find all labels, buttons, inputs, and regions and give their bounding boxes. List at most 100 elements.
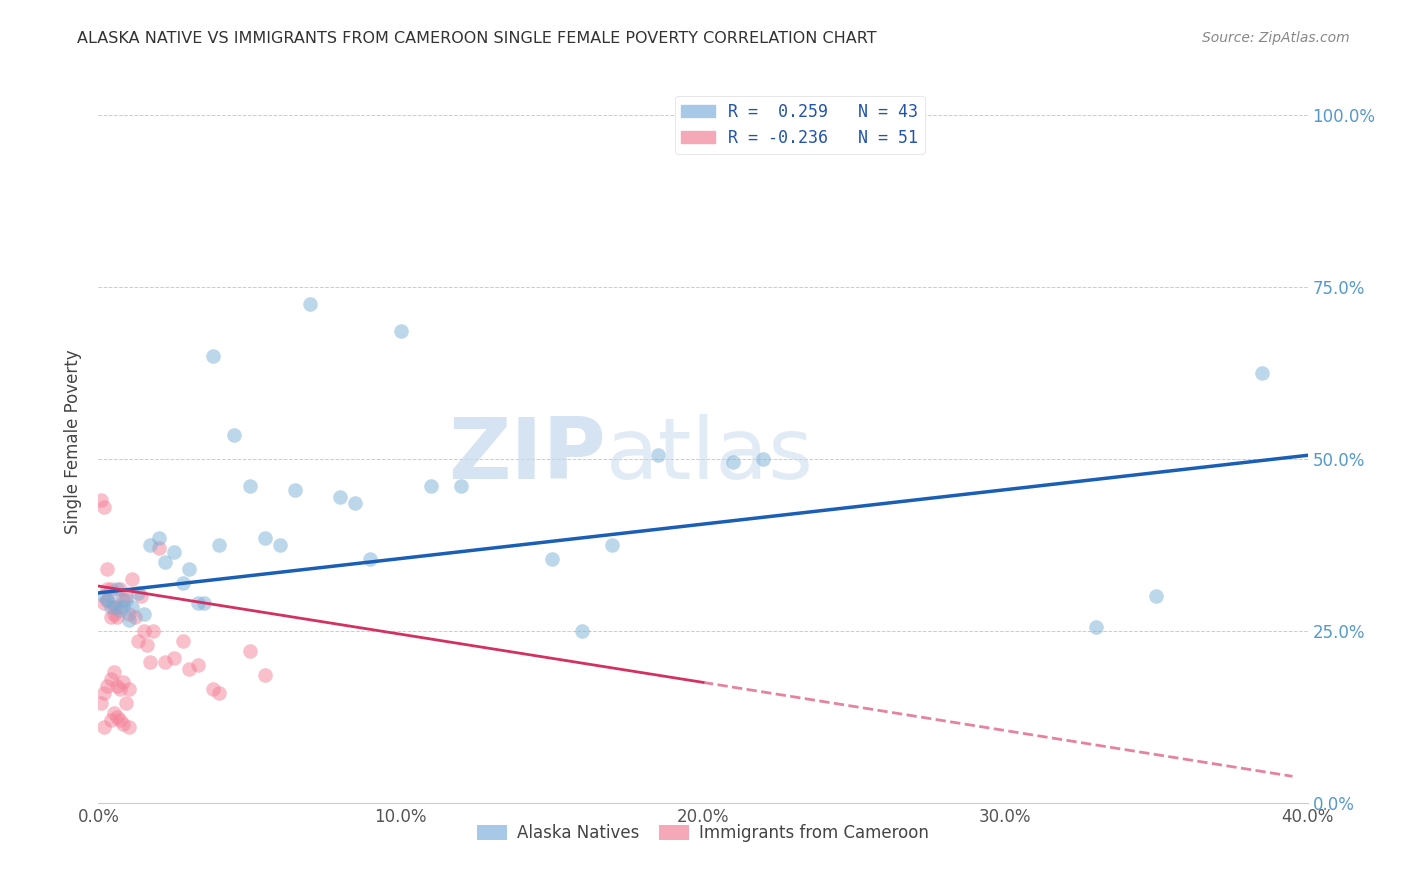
Point [121,599,143,614]
Point [111,675,134,690]
Point [96,582,118,597]
Point [90,696,112,710]
Point [96,562,118,576]
Point [148,531,170,545]
Point [329,490,352,504]
Text: Source: ZipAtlas.com: Source: ZipAtlas.com [1202,31,1350,45]
Point [239,479,262,493]
Point [202,682,225,697]
Point [208,686,231,700]
Point [132,624,155,638]
Point [96,592,118,607]
Point [253,531,276,545]
Point [193,596,215,610]
Point [129,590,152,604]
Point [602,538,624,552]
Point [93,686,115,700]
Point [100,672,122,686]
Point [284,483,307,497]
Point [202,349,225,363]
Point [100,599,122,614]
Point [105,710,128,724]
Point [100,713,122,727]
Text: ALASKA NATIVE VS IMMIGRANTS FROM CAMEROON SINGLE FEMALE POVERTY CORRELATION CHAR: ALASKA NATIVE VS IMMIGRANTS FROM CAMEROO… [77,31,877,46]
Point [93,720,115,734]
Point [135,638,157,652]
Point [208,538,231,552]
Point [111,716,134,731]
Point [299,297,322,311]
Point [93,500,115,514]
Point [344,496,367,510]
Point [118,607,141,621]
Point [148,541,170,556]
Point [163,651,186,665]
Legend: Alaska Natives, Immigrants from Cameroon: Alaska Natives, Immigrants from Cameroon [470,817,936,848]
Point [450,479,472,493]
Point [571,624,593,638]
Point [121,572,143,586]
Point [103,665,125,679]
Point [111,592,134,607]
Point [114,696,136,710]
Point [269,538,291,552]
Point [118,614,141,628]
Point [103,599,125,614]
Point [108,582,131,597]
Point [132,607,155,621]
Point [752,451,775,466]
Point [172,634,194,648]
Point [420,479,443,493]
Point [108,682,131,697]
Point [163,544,186,558]
Point [172,575,194,590]
Point [105,679,128,693]
Point [139,538,162,552]
Point [118,720,141,734]
Point [224,427,246,442]
Point [105,582,128,597]
Point [100,582,122,597]
Point [1144,590,1167,604]
Point [187,658,209,673]
Point [360,551,382,566]
Point [114,590,136,604]
Point [127,586,149,600]
Point [187,596,209,610]
Point [179,562,201,576]
Point [96,592,118,607]
Point [103,706,125,721]
Point [389,325,412,339]
Point [139,655,162,669]
Point [111,599,134,614]
Point [103,596,125,610]
Y-axis label: Single Female Poverty: Single Female Poverty [65,350,83,533]
Point [105,610,128,624]
Text: atlas: atlas [606,415,814,498]
Point [114,592,136,607]
Point [142,624,165,638]
Point [105,599,128,614]
Point [96,679,118,693]
Point [1085,620,1108,634]
Point [93,590,115,604]
Point [118,682,141,697]
Point [179,662,201,676]
Point [723,455,745,469]
Point [540,551,562,566]
Point [108,603,131,617]
Point [239,644,262,658]
Point [253,668,276,682]
Point [90,493,112,508]
Point [103,607,125,621]
Point [1251,366,1274,380]
Point [153,555,176,569]
Point [153,655,176,669]
Point [647,448,669,462]
Point [100,610,122,624]
Point [108,713,131,727]
Point [124,610,146,624]
Point [93,596,115,610]
Text: ZIP: ZIP [449,415,606,498]
Point [127,634,149,648]
